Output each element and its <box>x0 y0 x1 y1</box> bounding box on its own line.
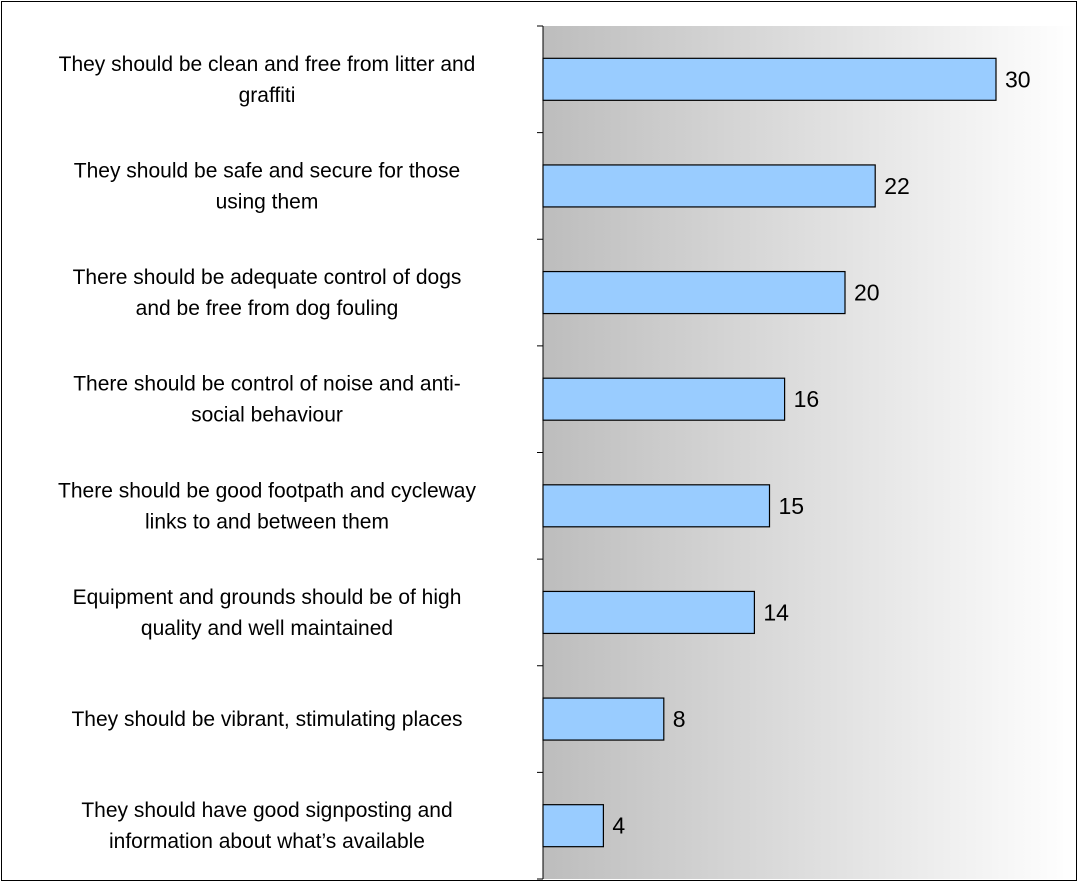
category-label: Equipment and grounds should be of high <box>73 586 462 609</box>
category-label: They should be vibrant, stimulating plac… <box>71 708 462 731</box>
bar-8 <box>542 804 605 848</box>
category-label: information about what’s available <box>109 830 425 853</box>
data-label-4: 16 <box>794 386 820 412</box>
category-label: They should have good signposting and <box>81 799 452 822</box>
data-label-6: 14 <box>763 599 789 625</box>
category-label: There should be good footpath and cyclew… <box>58 479 476 502</box>
category-label: There should be adequate control of dogs <box>73 266 462 289</box>
bar-1 <box>542 57 997 101</box>
category-label: There should be control of noise and ant… <box>73 373 461 396</box>
bar-3 <box>542 270 846 315</box>
data-label-5: 15 <box>779 493 805 519</box>
bar-6 <box>542 590 755 635</box>
bar-2 <box>542 164 876 208</box>
bar-5 <box>542 484 771 528</box>
category-label: graffiti <box>239 84 296 107</box>
category-label: They should be safe and secure for those <box>74 159 460 182</box>
plot-area <box>543 26 1076 879</box>
bar-7 <box>542 697 665 741</box>
category-label: using them <box>216 190 319 213</box>
category-label: They should be clean and free from litte… <box>59 53 476 76</box>
data-label-8: 4 <box>612 813 625 839</box>
data-label-7: 8 <box>673 706 686 732</box>
data-label-1: 30 <box>1005 66 1031 92</box>
category-label: social behaviour <box>191 404 343 427</box>
category-label: quality and well maintained <box>141 617 393 640</box>
category-label: and be free from dog fouling <box>136 297 399 320</box>
data-label-2: 22 <box>884 173 910 199</box>
category-label: links to and between them <box>145 510 389 533</box>
bar-4 <box>542 377 786 421</box>
data-label-3: 20 <box>854 280 880 306</box>
